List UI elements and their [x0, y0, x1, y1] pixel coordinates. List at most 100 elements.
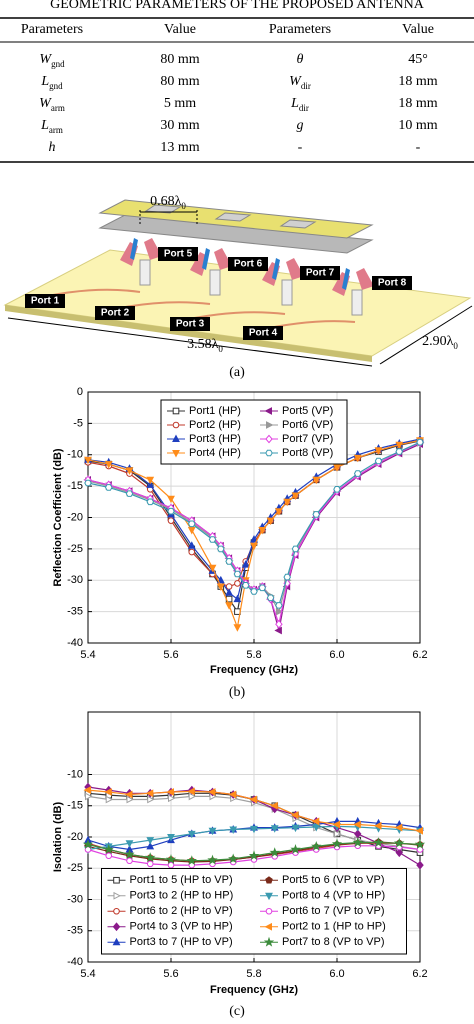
marker — [250, 542, 258, 551]
legend-label: Port1 (HP) — [189, 405, 241, 417]
legend-marker — [172, 450, 180, 458]
marker — [395, 448, 404, 455]
marker — [334, 829, 342, 838]
table-header: Value — [164, 22, 196, 37]
marker — [187, 830, 196, 839]
marker — [168, 794, 176, 803]
marker — [270, 801, 278, 810]
legend-marker — [265, 449, 273, 457]
marker — [167, 834, 175, 842]
legend-label: Port6 to 2 (HP to VP) — [130, 905, 233, 917]
marker — [250, 825, 258, 834]
marker — [104, 788, 112, 796]
marker — [82, 839, 94, 849]
legend-label: Port2 to 1 (HP to HP) — [282, 921, 386, 933]
marker — [216, 575, 225, 584]
x-axis-label: Frequency (GHz) — [210, 984, 298, 996]
legend-label: Port4 to 3 (VP to HP) — [130, 921, 233, 933]
figure-caption: (b) — [229, 685, 246, 700]
marker — [393, 837, 405, 848]
param-value: 45° — [408, 52, 428, 67]
marker — [374, 457, 383, 465]
y-tick-label: -30 — [67, 574, 83, 586]
subscript: 0 — [453, 341, 458, 351]
param-symbol: h — [49, 140, 56, 155]
marker — [225, 588, 234, 596]
marker — [125, 490, 134, 497]
marker — [144, 852, 156, 863]
marker — [353, 454, 362, 463]
marker — [145, 789, 154, 798]
symbol: g — [297, 118, 304, 133]
param-value: 18 mm — [398, 96, 437, 111]
marker — [269, 847, 281, 858]
middle-layer — [98, 214, 374, 254]
symbol: L — [290, 96, 299, 111]
legend-marker — [113, 876, 120, 884]
legend-marker — [172, 421, 180, 429]
legend-label: Port5 (VP) — [282, 405, 333, 417]
dim-line — [379, 305, 473, 365]
marker — [217, 545, 225, 553]
marker — [207, 854, 218, 865]
table-header: Parameters — [269, 22, 331, 37]
legend-marker — [266, 421, 274, 429]
marker — [373, 837, 384, 848]
marker — [331, 838, 343, 849]
table-title: GEOMETRIC PARAMETERS OF THE PROPOSED ANT… — [50, 0, 425, 12]
marker — [291, 492, 300, 500]
x-tick-label: 5.8 — [246, 968, 261, 980]
marker — [85, 792, 93, 801]
symbol: 2.90λ — [422, 334, 454, 349]
marker — [291, 811, 299, 820]
y-tick-label: 0 — [77, 386, 83, 398]
feed-lines — [29, 288, 356, 333]
legend-marker — [112, 922, 121, 932]
y-axis-label: Isolation (dB) — [52, 802, 64, 873]
marker — [275, 602, 283, 609]
marker — [274, 626, 282, 635]
marker — [233, 594, 242, 603]
marker — [167, 861, 175, 869]
marker — [147, 795, 155, 804]
symbol: L — [40, 118, 49, 133]
y-tick-label: -5 — [73, 417, 83, 429]
marker — [274, 508, 283, 516]
legend-label: Port3 (HP) — [189, 433, 241, 445]
port-label: Port 1 — [31, 296, 60, 307]
symbol: 3.58λ — [187, 337, 219, 352]
marker — [233, 570, 242, 578]
figure-caption: (c) — [229, 1004, 245, 1019]
x-tick-label: 6.0 — [329, 968, 344, 980]
legend-marker — [113, 891, 121, 900]
port-label: Port 2 — [101, 308, 130, 319]
legend-label: Port5 to 6 (VP to VP) — [282, 874, 385, 886]
legend-marker — [265, 892, 273, 901]
marker — [249, 795, 257, 804]
legend-marker — [265, 907, 273, 915]
marker — [165, 854, 177, 864]
symbol: θ — [297, 52, 304, 67]
marker — [146, 498, 155, 506]
marker — [416, 860, 424, 870]
marker — [353, 470, 362, 477]
marker — [234, 580, 241, 587]
y-tick-label: -10 — [67, 449, 83, 461]
legend-marker — [172, 407, 180, 415]
marker — [395, 848, 403, 858]
marker — [229, 826, 238, 834]
param-value: 30 mm — [160, 118, 199, 133]
param-value: 18 mm — [398, 74, 437, 89]
marker — [187, 787, 195, 796]
marker — [241, 582, 250, 589]
x-tick-label: 5.4 — [80, 649, 95, 661]
param-symbol: Lgnd — [40, 74, 63, 91]
legend-marker — [113, 907, 120, 915]
marker — [208, 564, 217, 573]
marker — [311, 817, 320, 826]
marker — [105, 795, 114, 804]
subscript: dir — [299, 103, 309, 113]
marker — [290, 844, 301, 854]
marker — [283, 573, 291, 581]
